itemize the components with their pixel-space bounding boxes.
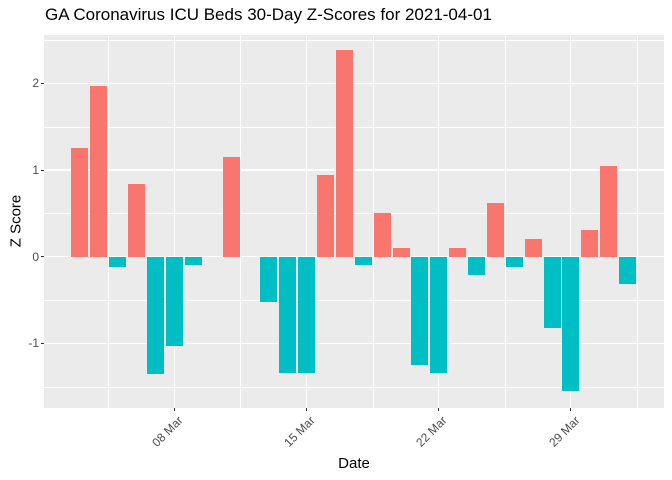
minor-gridline-y (44, 213, 664, 214)
x-tick-mark (438, 408, 440, 411)
bar-08-mar (165, 256, 183, 346)
bar-11-mar (222, 157, 240, 257)
major-gridline-x (570, 35, 572, 408)
minor-gridline-y (44, 386, 664, 388)
y-tick-mark (41, 82, 44, 84)
y-tick-label: 1 (32, 163, 39, 177)
bar-07-mar (146, 256, 164, 374)
y-tick-label: -1 (28, 336, 39, 351)
minor-gridline-x (240, 35, 241, 408)
bar-22-mar (430, 256, 448, 373)
bar-19-mar (373, 212, 391, 257)
major-gridline-y (44, 342, 664, 344)
y-tick-mark (41, 342, 44, 344)
major-gridline-x (305, 35, 308, 408)
x-tick-label: 22 Mar (413, 413, 450, 450)
major-gridline-x (438, 35, 440, 408)
bar-04-mar (90, 85, 108, 257)
x-tick-label: 29 Mar (545, 413, 583, 450)
x-tick-label: 15 Mar (281, 413, 318, 450)
x-tick-mark (570, 408, 572, 411)
bar-06-mar (128, 183, 146, 257)
minor-gridline-x (504, 35, 506, 408)
major-gridline-y (44, 82, 664, 84)
y-tick-mark (41, 256, 44, 258)
bar-15-mar (298, 256, 315, 373)
x-tick-mark (173, 408, 175, 411)
y-tick-label: 2 (32, 76, 39, 91)
minor-gridline-y (44, 126, 664, 128)
bar-27-mar (524, 239, 542, 257)
bar-23-mar (449, 248, 467, 257)
bar-26-mar (505, 256, 523, 268)
bar-20-mar (392, 248, 410, 257)
chart-title: GA Coronavirus ICU Beds 30-Day Z-Scores … (45, 5, 492, 24)
bar-29-mar (562, 256, 580, 392)
bar-25-mar (486, 202, 504, 257)
minor-gridline-y (44, 39, 664, 41)
bar-28-mar (543, 256, 561, 328)
bar-03-mar (71, 147, 89, 257)
bar-16-mar (316, 175, 334, 257)
bar-05-mar (109, 256, 127, 268)
x-axis-title: Date (338, 455, 370, 472)
minor-gridline-y (44, 300, 664, 301)
bar-14-mar (279, 256, 297, 373)
bar-24-mar (468, 256, 485, 275)
plot-panel (44, 35, 664, 408)
minor-gridline-x (372, 35, 374, 408)
bar-09-mar (184, 256, 202, 266)
major-gridline-y (44, 169, 664, 171)
minor-gridline-x (108, 35, 109, 408)
major-gridline-y (44, 256, 664, 258)
y-tick-mark (41, 169, 44, 171)
bar-17-mar (335, 49, 353, 257)
minor-gridline-x (637, 35, 638, 408)
bar-13-mar (260, 256, 278, 302)
bar-30-mar (581, 229, 599, 257)
major-gridline-x (173, 35, 175, 408)
bar-18-mar (354, 256, 372, 266)
bar-31-mar (600, 165, 618, 257)
y-tick-label: 0 (32, 249, 39, 264)
x-tick-mark (306, 408, 307, 411)
bar-01-apr (619, 256, 637, 284)
y-axis-title: Z Score (7, 194, 25, 248)
bar-21-mar (411, 256, 429, 366)
x-tick-label: 08 Mar (149, 413, 186, 450)
